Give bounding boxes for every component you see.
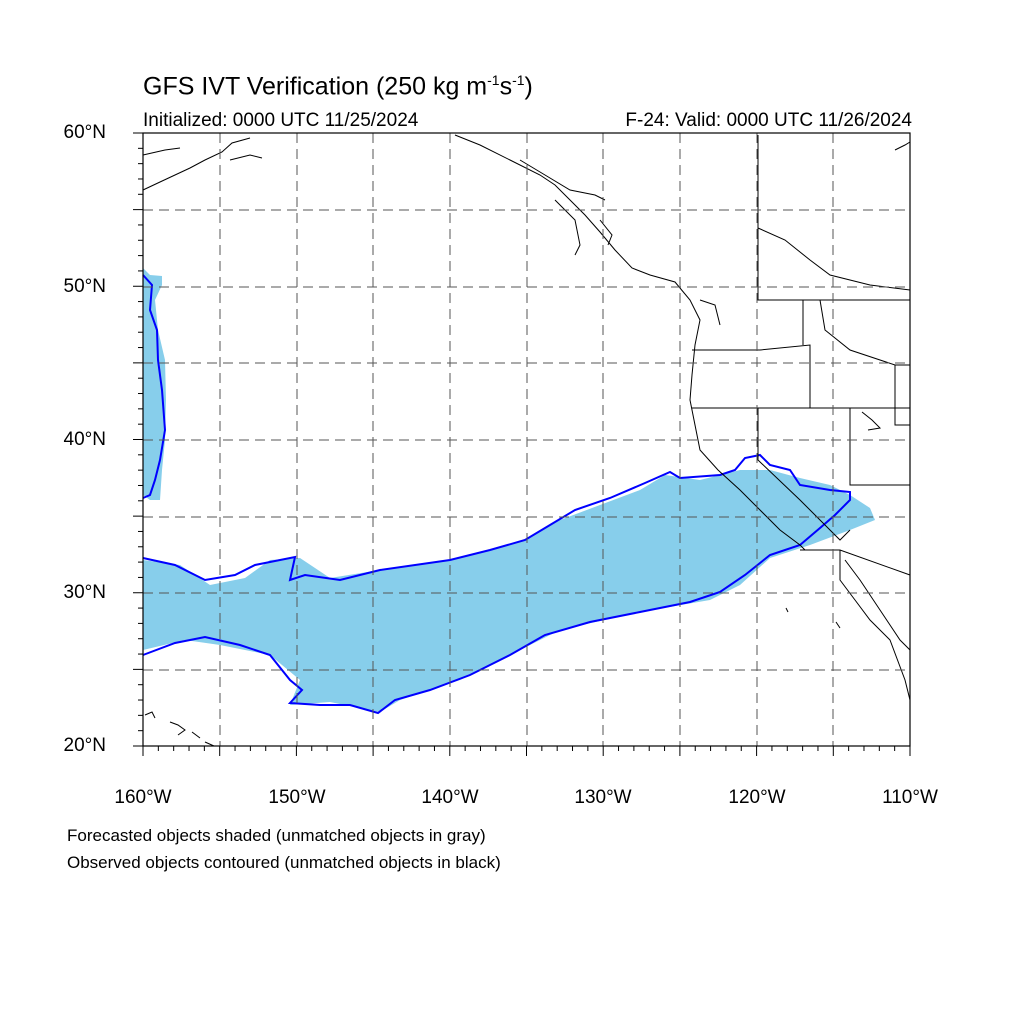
y-tick-label-20n: 20°N <box>63 735 106 756</box>
axis-ticks <box>133 132 911 756</box>
forecast-object-ar <box>143 470 875 712</box>
init-time-label: Initialized: 0000 UTC 11/25/2024 <box>143 110 419 131</box>
forecast-object-west <box>143 268 166 500</box>
x-tick-label-160w: 160°W <box>114 787 172 808</box>
map-title: GFS IVT Verification (250 kg m-1s-1) <box>143 72 533 101</box>
x-tick-label-130w: 130°W <box>574 787 632 808</box>
coastlines <box>142 134 911 747</box>
y-tick-label-60n: 60°N <box>63 122 106 143</box>
graticule <box>143 133 910 746</box>
y-tick-label-30n: 30°N <box>63 582 106 603</box>
legend-note-observed: Observed objects contoured (unmatched ob… <box>67 853 501 872</box>
x-tick-label-140w: 140°W <box>421 787 479 808</box>
x-tick-label-150w: 150°W <box>268 787 326 808</box>
observed-contour-west <box>142 274 167 499</box>
x-tick-label-110w: 110°W <box>882 787 938 808</box>
legend-note-forecast: Forecasted objects shaded (unmatched obj… <box>67 826 486 845</box>
y-tick-label-50n: 50°N <box>63 276 106 297</box>
valid-time-label: F-24: Valid: 0000 UTC 11/26/2024 <box>625 110 912 131</box>
x-tick-label-120w: 120°W <box>728 787 786 808</box>
y-tick-label-40n: 40°N <box>63 429 106 450</box>
